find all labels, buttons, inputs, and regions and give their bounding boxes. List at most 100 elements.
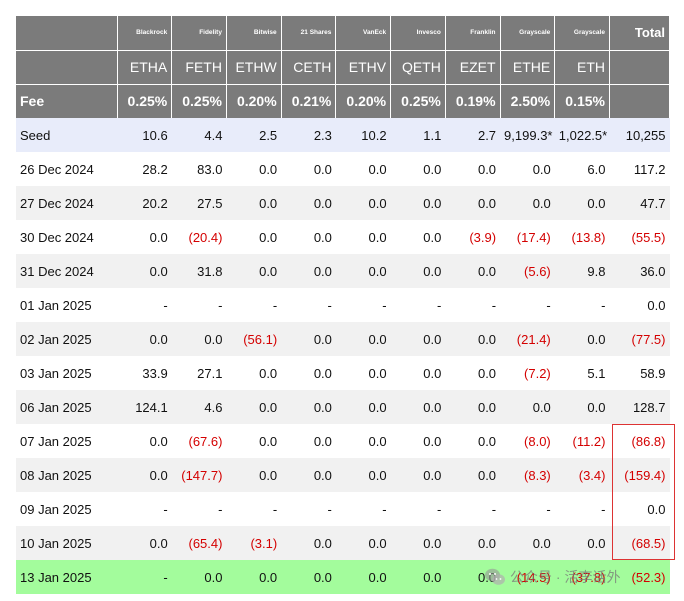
row-date-cell: 09 Jan 2025 — [16, 492, 118, 526]
flow-value-cell: 0.0 — [500, 186, 555, 220]
row-date-cell: 08 Jan 2025 — [16, 458, 118, 492]
flow-value-cell: 0.0 — [226, 254, 282, 288]
table-row: 27 Dec 2024 20.2 27.5 0.0 0.0 0.0 0.0 0.0 0.0 0.0… — [16, 186, 670, 220]
flow-value-cell: 0.0 — [226, 560, 282, 594]
row-total-cell: 128.7 — [609, 390, 670, 424]
table-row: 31 Dec 2024 0.0 31.8 0.0 0.0 0.0 0.0 0.0 (5.6) 9.… — [16, 254, 670, 288]
flow-value-cell: 0.0 — [554, 526, 610, 560]
flow-value-cell: 9.8 — [554, 254, 610, 288]
etf-flow-table: Blackrock Fidelity Bitwise 21 Shares Van… — [16, 16, 671, 594]
row-date-cell: 06 Jan 2025 — [16, 390, 118, 424]
flow-value-cell: - — [445, 492, 501, 526]
issuer-cell: Invesco — [390, 16, 446, 50]
fee-row: Fee 0.25% 0.25% 0.20% 0.21% 0.20% 0.25% … — [16, 83, 671, 118]
flow-value-cell: 31.8 — [171, 254, 227, 288]
fee-label: Fee — [16, 83, 118, 118]
table-row: 06 Jan 2025 124.1 4.6 0.0 0.0 0.0 0.0 0.0 0.0 0.0… — [16, 390, 670, 424]
flow-value-cell: 4.6 — [171, 390, 227, 424]
flow-value-cell: 0.0 — [390, 322, 446, 356]
ticker-row: ETHA FETH ETHW CETH ETHV QETH EZET ETHE … — [16, 49, 671, 84]
issuer-cell: Grayscale — [554, 16, 610, 50]
table-row: 07 Jan 2025 0.0 (67.6) 0.0 0.0 0.0 0.0 0.0 (8.0)… — [16, 424, 670, 458]
flow-value-cell: 0.0 — [281, 254, 336, 288]
flow-value-cell: 0.0 — [445, 458, 501, 492]
flow-value-cell: 0.0 — [445, 356, 501, 390]
flow-value-cell: 0.0 — [390, 254, 446, 288]
flow-value-cell: 0.0 — [445, 424, 501, 458]
flow-value-cell: 0.0 — [335, 560, 391, 594]
flow-value-cell: 0.0 — [117, 254, 172, 288]
flow-value-cell: 0.0 — [335, 322, 391, 356]
flow-value-cell: - — [500, 288, 555, 322]
row-total-cell: (86.8) — [609, 424, 670, 458]
flow-value-cell: 0.0 — [445, 560, 501, 594]
flow-value-cell: (8.0) — [500, 424, 555, 458]
flow-value-cell: 0.0 — [281, 186, 336, 220]
flow-value-cell: - — [500, 492, 555, 526]
issuer-cell: Bitwise — [226, 16, 282, 50]
row-date-cell: 26 Dec 2024 — [16, 152, 118, 186]
flow-value-cell: 0.0 — [171, 322, 227, 356]
row-total-cell: (55.5) — [609, 220, 670, 254]
flow-value-cell: - — [226, 492, 282, 526]
flow-value-cell: 0.0 — [117, 526, 172, 560]
ticker-cell: ETHV — [335, 49, 392, 84]
flow-value-cell: 0.0 — [226, 220, 282, 254]
row-date-cell: 02 Jan 2025 — [16, 322, 118, 356]
flow-value-cell: 0.0 — [390, 560, 446, 594]
flow-value-cell: 0.0 — [335, 254, 391, 288]
issuer-corner-cell — [16, 16, 118, 50]
total-header-cell: Total — [609, 16, 671, 50]
flow-value-cell: 0.0 — [335, 526, 391, 560]
flow-value-cell: (147.7) — [171, 458, 227, 492]
flow-value-cell: 0.0 — [281, 458, 336, 492]
flow-value-cell: - — [281, 492, 336, 526]
flow-value-cell: - — [171, 288, 227, 322]
flow-value-cell: 0.0 — [390, 424, 446, 458]
flow-value-cell: - — [117, 492, 172, 526]
fee-cell: 0.25% — [171, 83, 227, 118]
flow-value-cell: 0.0 — [335, 424, 391, 458]
ticker-cell: CETH — [281, 49, 337, 84]
flow-value-cell: (56.1) — [226, 322, 282, 356]
issuer-row: Blackrock Fidelity Bitwise 21 Shares Van… — [16, 16, 671, 50]
fee-cell: 0.15% — [554, 83, 610, 118]
flow-value-cell: (21.4) — [500, 322, 555, 356]
flow-value-cell: (11.2) — [554, 424, 610, 458]
flow-value-cell: (7.2) — [500, 356, 555, 390]
ticker-cell: ETHW — [226, 49, 282, 84]
fee-total-blank-cell — [609, 83, 671, 118]
fee-cell: 0.25% — [390, 83, 446, 118]
flow-value-cell: 0.0 — [226, 152, 282, 186]
flow-value-cell: 5.1 — [554, 356, 610, 390]
flow-value-cell: (8.3) — [500, 458, 555, 492]
ticker-corner-cell — [16, 49, 118, 84]
issuer-cell: Blackrock — [117, 16, 173, 50]
flow-value-cell: 2.7 — [445, 118, 501, 152]
row-date-cell: 31 Dec 2024 — [16, 254, 118, 288]
flow-value-cell: 0.0 — [335, 356, 391, 390]
flow-value-cell: - — [554, 288, 610, 322]
flow-value-cell: (3.4) — [554, 458, 610, 492]
flow-value-cell: 0.0 — [390, 390, 446, 424]
issuer-cell: Fidelity — [171, 16, 227, 50]
flow-value-cell: 0.0 — [500, 152, 555, 186]
row-date-cell: 10 Jan 2025 — [16, 526, 118, 560]
flow-value-cell: 0.0 — [281, 424, 336, 458]
table-row: 30 Dec 2024 0.0 (20.4) 0.0 0.0 0.0 0.0 (3.9) (17… — [16, 220, 670, 254]
ticker-total-blank-cell — [609, 49, 671, 84]
flow-value-cell: 0.0 — [554, 186, 610, 220]
flow-value-cell: 0.0 — [335, 186, 391, 220]
row-total-cell: 0.0 — [609, 288, 670, 322]
flow-value-cell: 0.0 — [390, 186, 446, 220]
fee-cell: 0.25% — [117, 83, 173, 118]
flow-value-cell: - — [445, 288, 501, 322]
ticker-cell: QETH — [390, 49, 446, 84]
table-row: 10 Jan 2025 0.0 (65.4) (3.1) 0.0 0.0 0.0 0.0 0.0… — [16, 526, 670, 560]
flow-value-cell: 0.0 — [390, 220, 446, 254]
flow-value-cell: 124.1 — [117, 390, 172, 424]
issuer-cell: 21 Shares — [281, 16, 337, 50]
row-date-cell: 07 Jan 2025 — [16, 424, 118, 458]
flow-value-cell: (5.6) — [500, 254, 555, 288]
table-row: 02 Jan 2025 0.0 0.0 (56.1) 0.0 0.0 0.0 0.0 (21.4… — [16, 322, 670, 356]
